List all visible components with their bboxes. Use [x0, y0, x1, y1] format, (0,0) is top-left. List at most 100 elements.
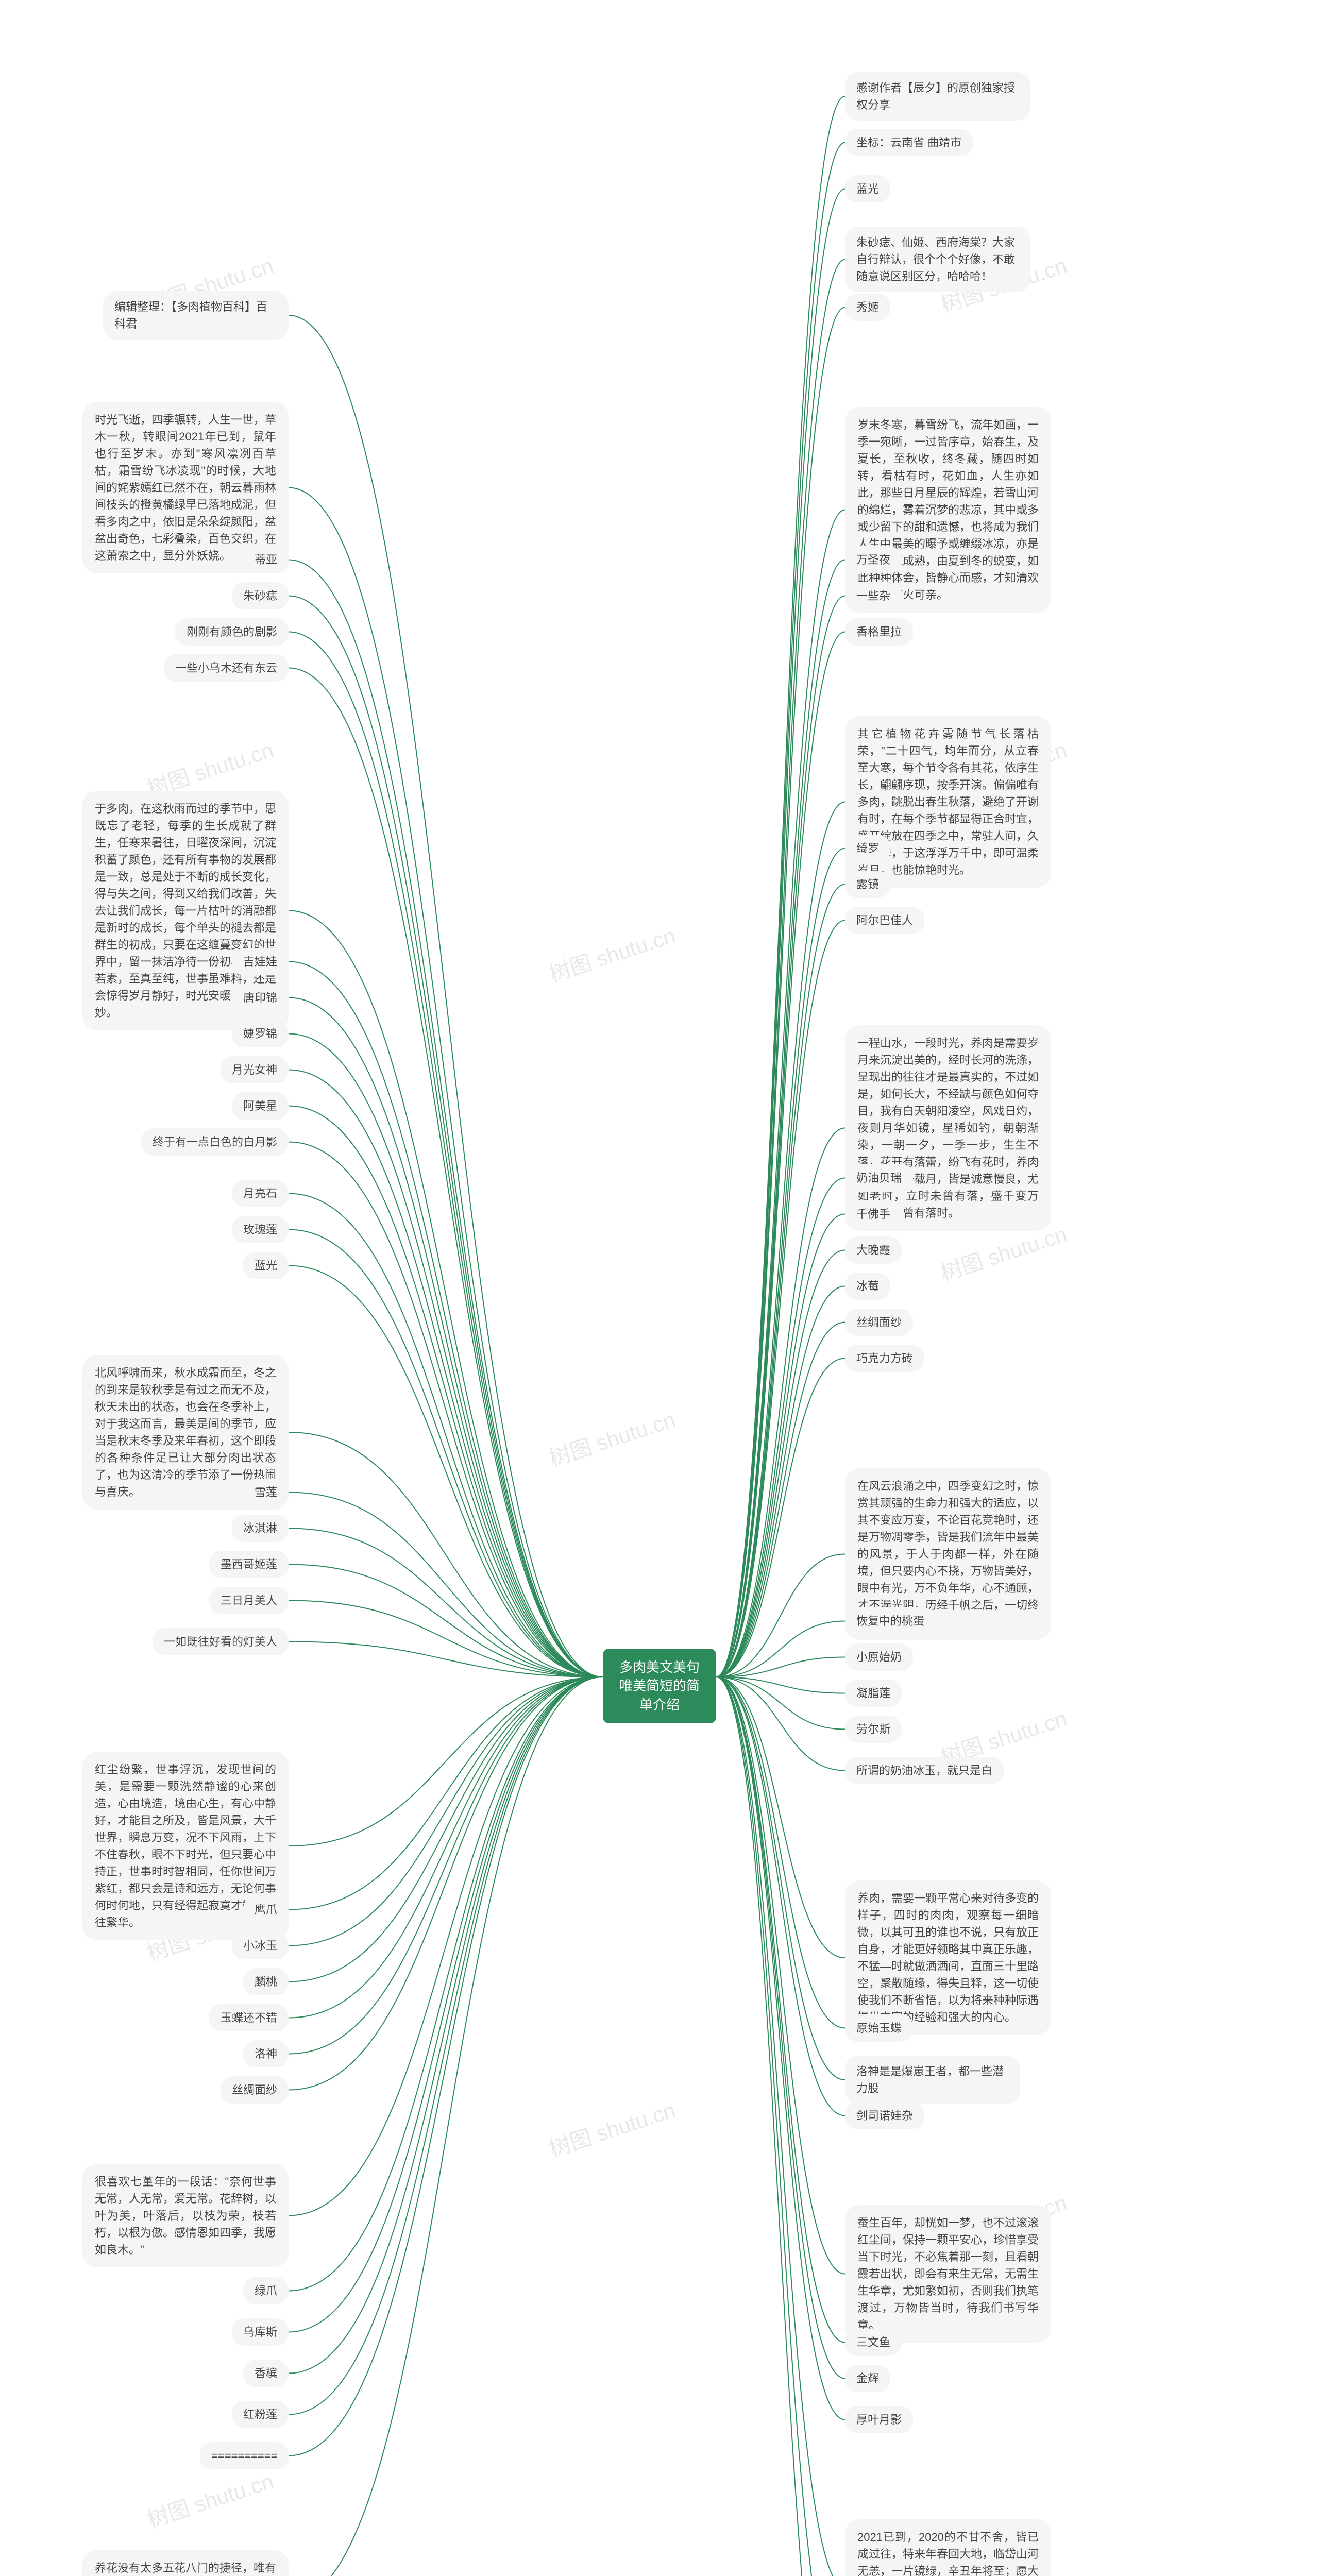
- right-node: 香格里拉: [845, 618, 913, 646]
- node-label: 绮罗: [856, 842, 879, 855]
- right-node: 巧克力方砖: [845, 1345, 924, 1372]
- left-node: ==========: [200, 2442, 289, 2469]
- node-label: 雪莲: [255, 1486, 277, 1499]
- right-node: 露镜: [845, 871, 890, 898]
- node-label: 丝绸面纱: [232, 2083, 277, 2096]
- node-label: 玫瑰莲: [243, 1223, 277, 1236]
- node-label: 金辉: [856, 2372, 879, 2385]
- node-label: 香槟: [255, 2367, 277, 2380]
- right-node: 恢复中的桃蛋: [845, 1607, 936, 1635]
- node-label: 2021已到，2020的不甘不舍，皆已成过往，特来年春回大地，临岱山河无恙，一片…: [857, 2531, 1039, 2576]
- node-label: 红粉莲: [243, 2408, 277, 2421]
- node-label: 万圣夜: [856, 553, 890, 566]
- left-node: 唐印锦: [232, 984, 289, 1011]
- node-label: 厚叶月影: [856, 2413, 902, 2426]
- right-node: 丝绸面纱: [845, 1309, 913, 1336]
- node-label: 蚕生百年，却恍如一梦，也不过滚滚红尘间，保持一颗平安心，珍惜享受当下时光，不必焦…: [857, 2216, 1039, 2331]
- right-node: 金辉: [845, 2365, 890, 2392]
- left-node: 绿爪: [243, 2277, 289, 2304]
- right-node: 朱砂痣、仙姬、西府海棠？大家自行辩认，很个个个好像，不敢随意说区别区分，哈哈哈！: [845, 227, 1030, 292]
- node-label: 时光飞逝，四季辗转，人生一世，草木一秋，转眼间2021年已到，鼠年也行至岁末。亦…: [95, 413, 276, 562]
- node-label: 恢复中的桃蛋: [856, 1615, 924, 1628]
- left-node: 三日月美人: [209, 1587, 289, 1614]
- node-label: 巧克力方砖: [856, 1352, 913, 1365]
- right-node: 秀姬: [845, 294, 890, 321]
- node-label: 一如既往好看的灯美人: [164, 1635, 277, 1648]
- left-node: 一如既往好看的灯美人: [153, 1628, 289, 1655]
- node-label: 玉蝶还不错: [221, 2011, 277, 2024]
- node-label: 所谓的奶油冰玉，就只是白: [856, 1764, 992, 1777]
- left-node: 月亮石: [232, 1180, 289, 1207]
- node-label: 坐标：云南省 曲靖市: [856, 136, 961, 149]
- right-node: 蚕生百年，却恍如一梦，也不过滚滚红尘间，保持一颗平安心，珍惜享受当下时光，不必焦…: [845, 2205, 1051, 2343]
- right-node: 阿尔巴佳人: [845, 907, 924, 934]
- node-label: 大晚霞: [856, 1244, 890, 1257]
- node-label: 蓝光: [255, 1259, 277, 1272]
- node-label: 洛神是是爆崽王者，都一些潜力股: [856, 2065, 1004, 2095]
- node-label: 原始玉蝶: [856, 2022, 902, 2035]
- left-node: 雪莲: [243, 1479, 289, 1506]
- node-label: 三日月美人: [221, 1594, 277, 1607]
- right-node: 所谓的奶油冰玉，就只是白: [845, 1757, 1004, 1784]
- left-node: 丝绸面纱: [221, 2076, 289, 2104]
- watermark: 树图 shutu.cn: [545, 2093, 679, 2163]
- node-label: 婕罗锦: [243, 1027, 277, 1040]
- right-node: 一些杂: [845, 582, 902, 609]
- right-node: 大晚霞: [845, 1236, 902, 1264]
- node-label: 冰莓: [856, 1280, 879, 1293]
- node-label: 蒂亚: [255, 553, 277, 566]
- node-label: 剑司诺娃杂: [856, 2109, 913, 2122]
- left-node: 玉蝶还不错: [209, 2004, 289, 2031]
- watermark: 树图 shutu.cn: [143, 2464, 277, 2534]
- node-label: ==========: [211, 2449, 277, 2462]
- node-label: 凝脂莲: [856, 1687, 890, 1700]
- right-node: 冰莓: [845, 1273, 890, 1300]
- node-label: 奶油贝瑞: [856, 1172, 902, 1184]
- node-label: 丝绸面纱: [856, 1316, 902, 1329]
- right-node: 感谢作者【辰夕】的原创独家授权分享: [845, 72, 1030, 121]
- node-label: 千佛手: [856, 1208, 890, 1221]
- left-node: 乌库斯: [232, 2318, 289, 2346]
- left-node: 冰淇淋: [232, 1515, 289, 1542]
- right-node: 小原始奶: [845, 1643, 913, 1671]
- right-node: 养肉，需要一颗平常心来对待多变的样子，四时的肉肉，观察每一细暗微，以其可丑的谁也…: [845, 1880, 1051, 2035]
- left-node: 朱砂痣: [232, 582, 289, 609]
- watermark: 树图 shutu.cn: [545, 918, 679, 989]
- right-node: 洛神是是爆崽王者，都一些潜力股: [845, 2056, 1020, 2104]
- right-node: 奶油贝瑞: [845, 1164, 913, 1192]
- node-label: 在风云浪涌之中，四季变幻之时，惊赏其顽强的生命力和强大的适应，以其不变应万变，不…: [857, 1480, 1039, 1629]
- node-label: 很喜欢七堇年的一段话："奈何世事无常，人无常，爱无常。花辞树，以叶为美，叶落后，…: [95, 2175, 276, 2256]
- left-node: 蓝光: [243, 1252, 289, 1279]
- left-node: 很喜欢七堇年的一段话："奈何世事无常，人无常，爱无常。花辞树，以叶为美，叶落后，…: [82, 2164, 289, 2267]
- node-label: 绿爪: [255, 2284, 277, 2297]
- left-node: 红粉莲: [232, 2401, 289, 2428]
- left-node: 小冰玉: [232, 1932, 289, 1959]
- node-label: 岁末冬寒，暮雪纷飞，流年如画，一季一宛晰，一过皆序章，始春生，及夏长，至秋收，终…: [857, 418, 1039, 601]
- node-label: 香格里拉: [856, 625, 902, 638]
- left-node: 养花没有太多五花八门的捷径，唯有用心！这里有最真实养肉人的生活，分享多肉养护技巧…: [82, 2550, 289, 2576]
- node-label: 乌库斯: [243, 2326, 277, 2338]
- node-label: 露镜: [856, 878, 879, 891]
- left-node: 终于有一点白色的白月影: [141, 1128, 289, 1156]
- node-label: 秀姬: [856, 301, 879, 314]
- left-node: 婕罗锦: [232, 1020, 289, 1047]
- left-node: 一些小乌木还有东云: [164, 654, 289, 682]
- node-label: 蓝光: [856, 182, 879, 195]
- right-node: 万圣夜: [845, 546, 902, 573]
- node-label: 三文鱼: [856, 2336, 890, 2349]
- left-node: 蒂亚: [243, 546, 289, 573]
- right-node: 三文鱼: [845, 2329, 902, 2356]
- node-label: 朱砂痣、仙姬、西府海棠？大家自行辩认，很个个个好像，不敢随意说区别区分，哈哈哈！: [856, 236, 1015, 283]
- node-label: 唐印锦: [243, 991, 277, 1004]
- node-label: 一些小乌木还有东云: [175, 662, 277, 674]
- left-node: 洛神: [243, 2040, 289, 2067]
- right-node: 坐标：云南省 曲靖市: [845, 129, 973, 156]
- right-node: 凝脂莲: [845, 1680, 902, 1707]
- node-label: 一程山水，一段时光，养肉是需要岁月来沉淀出美的，经时长河的洗涤，呈现出的往往才是…: [857, 1037, 1039, 1219]
- node-label: 劳尔斯: [856, 1723, 890, 1736]
- node-label: 小冰玉: [243, 1939, 277, 1952]
- node-label: 小原始奶: [856, 1651, 902, 1664]
- center-label: 多肉美文美句唯美简短的简单介绍: [619, 1659, 700, 1713]
- node-label: 一些杂: [856, 589, 890, 602]
- right-node: 厚叶月影: [845, 2406, 913, 2433]
